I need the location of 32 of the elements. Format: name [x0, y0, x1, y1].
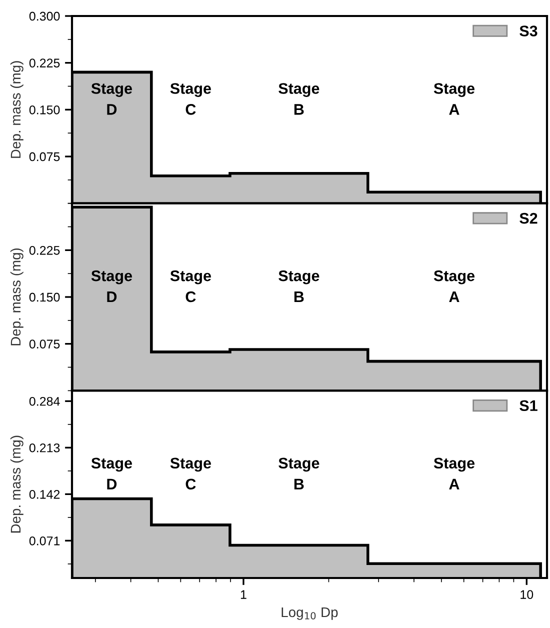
annotation: Stage A	[434, 458, 475, 490]
annotation: Stage B	[278, 83, 320, 115]
annotation: Stage D	[91, 270, 132, 302]
y-axis-title: Dep. mass (mg)	[10, 248, 24, 346]
legend-label: S2	[520, 212, 538, 224]
y-tick-label: 0.284	[29, 396, 60, 406]
y-tick-label: 0.075	[29, 340, 60, 348]
y-tick-label: 0.071	[29, 536, 60, 546]
x-axis-title: Log$_{10}$ Dp	[282, 607, 338, 620]
y-tick-label: 0.225	[29, 58, 60, 68]
y-tick-label: 0.300	[29, 12, 60, 21]
y-tick-label: 0.075	[29, 152, 60, 162]
y-tick-label: 0.225	[29, 246, 60, 255]
legend-label: S3	[520, 26, 538, 36]
x-tick-label: 1	[240, 590, 246, 599]
y-tick-label: 0.213	[29, 443, 60, 452]
annotation: Stage A	[434, 270, 475, 302]
annotation: Stage B	[278, 458, 320, 490]
y-axis-title: Dep. mass (mg)	[10, 61, 24, 158]
annotation: Stage C	[170, 458, 211, 490]
legend-label: S1	[520, 400, 538, 412]
annotation: Stage D	[91, 83, 132, 115]
annotation: Stage C	[170, 270, 211, 302]
annotation: Stage A	[434, 83, 475, 115]
annotation: Stage C	[170, 83, 211, 115]
y-tick-label: 0.150	[29, 292, 60, 302]
annotation: Stage B	[278, 270, 320, 302]
y-tick-label: 0.142	[29, 490, 60, 499]
x-tick-label: 10	[520, 590, 534, 599]
y-axis-title: Dep. mass (mg)	[10, 436, 24, 533]
y-tick-label: 0.150	[29, 105, 60, 114]
annotation: Stage D	[91, 458, 132, 490]
